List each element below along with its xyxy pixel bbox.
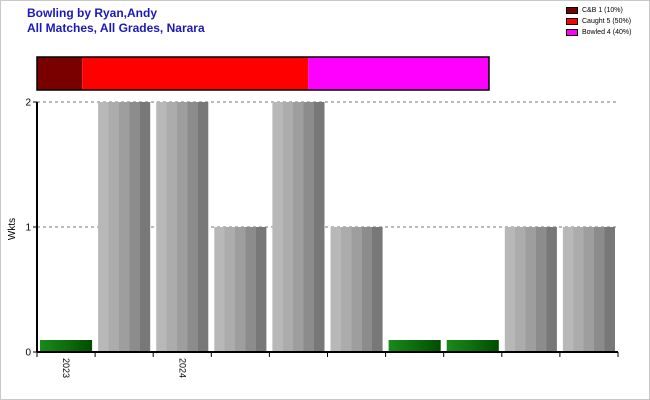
x-ticks: 2023 2024 [36,352,619,378]
breakdown-outline [36,56,490,91]
bar-2 [156,102,209,352]
legend-item-cb: C&B 1 (10%) [566,5,631,16]
bar-8 [504,227,557,352]
y-ticks: 0 1 2 [25,98,37,359]
bar-3 [214,227,267,352]
legend-item-caught: Caught 5 (50%) [566,16,631,27]
chart-title: Bowling by Ryan,Andy [27,6,158,20]
bar-zero-marker-6 [388,340,441,352]
legend-swatch-cb [566,7,578,14]
y-tick-label-0: 0 [25,348,31,359]
y-tick-label-1: 1 [25,223,31,234]
y-tick-label-2: 2 [25,98,31,109]
bar-5 [330,227,383,352]
legend-label-cb: C&B 1 (10%) [582,7,623,14]
legend-label-bowled: Bowled 4 (40%) [582,29,632,36]
bar-9 [562,227,615,352]
bar-1 [98,102,151,352]
breakdown-segment-caught [82,57,309,90]
legend: C&B 1 (10%) Caught 5 (50%) Bowled 4 (40%… [566,5,631,38]
chart-subtitle: All Matches, All Grades, Narara [27,21,205,35]
breakdown-segment-cb [37,57,83,90]
legend-swatch-caught [566,18,578,25]
x-tick-label-2: 2024 [177,358,187,378]
x-tick-label-0: 2023 [61,358,71,378]
legend-swatch-bowled [566,29,578,36]
bar-zero-marker-0 [40,340,93,352]
legend-label-caught: Caught 5 (50%) [582,18,632,25]
legend-item-bowled: Bowled 4 (40%) [566,27,631,38]
bar-4 [272,102,325,352]
bar-zero-marker-7 [446,340,499,352]
y-axis-label: Wkts [7,218,18,240]
breakdown-segment-bowled [308,57,489,90]
dismissal-breakdown-bar [36,56,490,91]
bars [40,102,615,352]
